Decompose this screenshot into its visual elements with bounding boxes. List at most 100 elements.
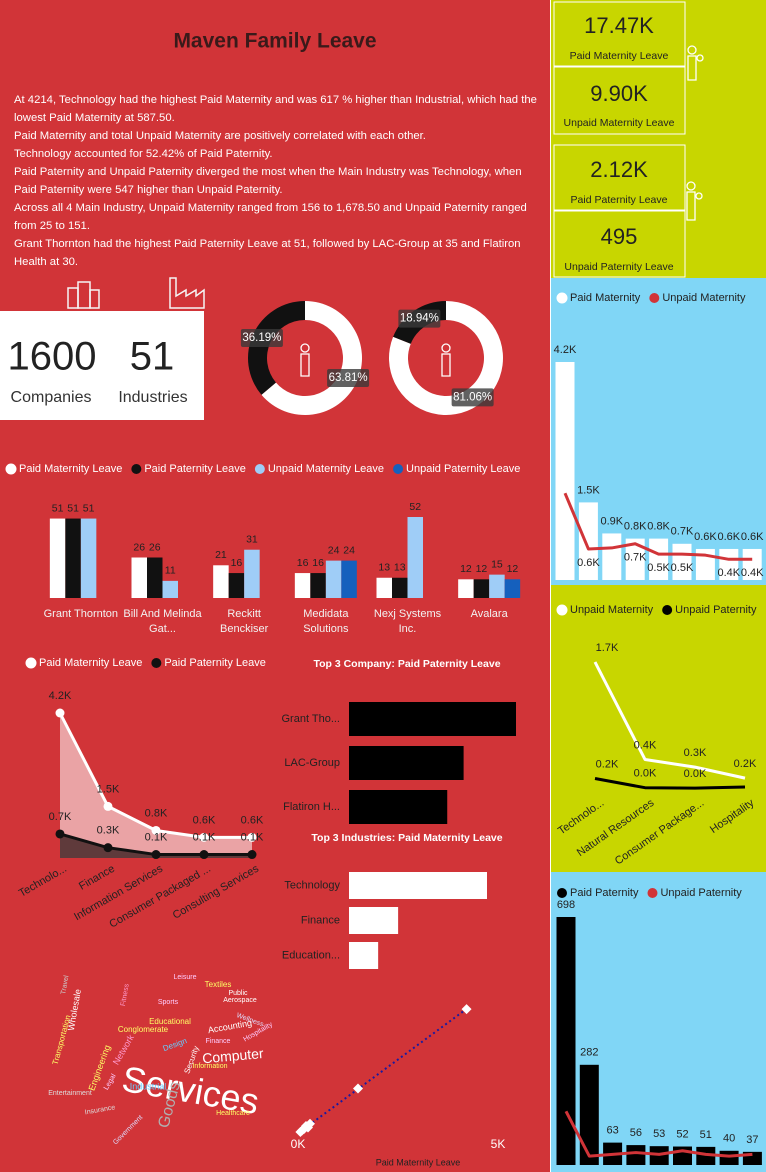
bar-value-label: 0.6K	[741, 531, 764, 543]
bar	[555, 362, 575, 580]
point	[103, 801, 113, 811]
x-tick-label: Avalara	[470, 608, 508, 620]
x-tick-label: Bill And Melinda Gat...	[123, 608, 202, 635]
family-icon	[441, 353, 451, 377]
y-tick-label: Flatiron H...	[283, 801, 340, 813]
bar-value-label: 16	[297, 557, 309, 569]
card-frames	[553, 1, 686, 278]
summary-value: 1600	[8, 335, 97, 379]
card-value: 495	[601, 224, 638, 249]
bar	[213, 565, 229, 598]
father-icon	[686, 181, 703, 221]
bar	[294, 573, 311, 598]
x-tick-label: Nexj Systems Inc.	[373, 608, 442, 635]
legend-marker	[556, 604, 568, 616]
unpaid-panel	[551, 585, 766, 872]
bar	[131, 557, 147, 598]
cloud-word: Industrial	[130, 1081, 167, 1091]
line-value-label: 0.2K	[734, 758, 757, 770]
bar-value-label: 0.9K	[600, 515, 623, 527]
legend-marker	[662, 605, 673, 615]
point	[151, 825, 161, 835]
bar-value-label: 698	[557, 899, 575, 911]
line-value-label: 0.3K	[684, 747, 707, 759]
bar-value-label: 12	[460, 563, 472, 575]
bar-value-label: 13	[394, 562, 406, 574]
line	[594, 777, 746, 790]
cloud-word: Fitness	[120, 983, 131, 1007]
bar-value-label: 11	[165, 565, 176, 577]
line	[593, 661, 746, 780]
legend-label: Paid Maternity	[570, 292, 641, 304]
point-label: 0.6K	[241, 814, 264, 826]
cloud-word: Aerospace	[223, 997, 257, 1004]
family-icon	[300, 353, 310, 377]
bar-value-label: 51	[83, 502, 95, 514]
point	[103, 843, 113, 853]
point-label: 0.1K	[241, 831, 264, 843]
chart-title: Top 3 Company: Paid Paternity Leave	[313, 658, 500, 670]
donut-label: 18.94%	[400, 313, 439, 325]
legend-marker	[647, 888, 658, 898]
point-label: 0.1K	[193, 831, 216, 843]
bar	[349, 872, 487, 899]
bar	[325, 560, 342, 598]
bar-value-label: 282	[580, 1047, 598, 1059]
mother-icon	[687, 45, 704, 81]
bar	[742, 548, 762, 580]
x-tick-label: Grant Thornton	[43, 608, 119, 620]
line	[563, 492, 753, 561]
narrative-line: At 4214, Technology had the highest Paid…	[14, 94, 537, 124]
bar	[349, 702, 516, 736]
bar	[473, 579, 490, 598]
card-label: Unpaid Maternity Leave	[564, 117, 675, 129]
bar	[376, 577, 392, 598]
bar	[49, 518, 66, 598]
bar	[696, 1146, 716, 1165]
bar	[349, 942, 379, 969]
label-background	[451, 388, 494, 407]
point-label: 0.6K	[193, 814, 216, 826]
donut-label: 63.81%	[329, 372, 368, 384]
bar	[504, 579, 521, 598]
bar	[458, 579, 474, 598]
summary-label: Companies	[11, 389, 92, 406]
dashboard-title: Maven Family Leave	[173, 30, 376, 53]
bar-value-label: 12	[507, 563, 519, 575]
legend-label: Unpaid Paternity Leave	[406, 463, 520, 475]
bar-value-label: 16	[312, 557, 324, 569]
y-tick-label: LAC-Group	[284, 757, 340, 769]
bar-value-label: 12	[476, 563, 488, 575]
bar-value-label: 31	[246, 533, 258, 545]
point	[247, 850, 257, 860]
bar-value-label: 26	[149, 541, 161, 553]
point-label: 0.7K	[49, 811, 72, 823]
bar-value-label: 56	[630, 1127, 642, 1139]
legend-label: Unpaid Maternity	[570, 604, 654, 616]
line-value-label: 0.0K	[634, 768, 657, 780]
line-value-label: 0.6K	[577, 557, 600, 569]
card-value: 9.90K	[590, 81, 648, 106]
bar-value-label: 53	[653, 1128, 665, 1140]
x-tick-label: Medidata Solutions	[303, 608, 349, 635]
scatter-point	[353, 1083, 363, 1094]
line	[564, 1110, 753, 1158]
x-tick-label: Reckitt Benckiser	[220, 608, 269, 635]
narrative: At 4214, Technology had the highest Paid…	[14, 91, 546, 271]
point	[55, 829, 65, 839]
bar-value-label: 0.6K	[717, 531, 740, 543]
factory-icon	[169, 277, 205, 309]
scatter-point	[461, 1004, 472, 1015]
card-value: 2.12K	[590, 157, 648, 182]
bar-value-label: 0.6K	[694, 531, 717, 543]
summary-label: Industries	[118, 389, 187, 406]
legend-label: Paid Maternity Leave	[19, 463, 122, 475]
bar	[65, 518, 81, 598]
cloud-word: Finance	[206, 1038, 231, 1045]
donut-label: 81.06%	[453, 391, 492, 403]
legend-label: Paid Paternity Leave	[144, 463, 246, 475]
narrative-line: Across all 4 Main Industry, Unpaid Mater…	[14, 202, 527, 232]
point	[199, 850, 209, 860]
cloud-word: Conglomerate	[118, 1025, 169, 1034]
